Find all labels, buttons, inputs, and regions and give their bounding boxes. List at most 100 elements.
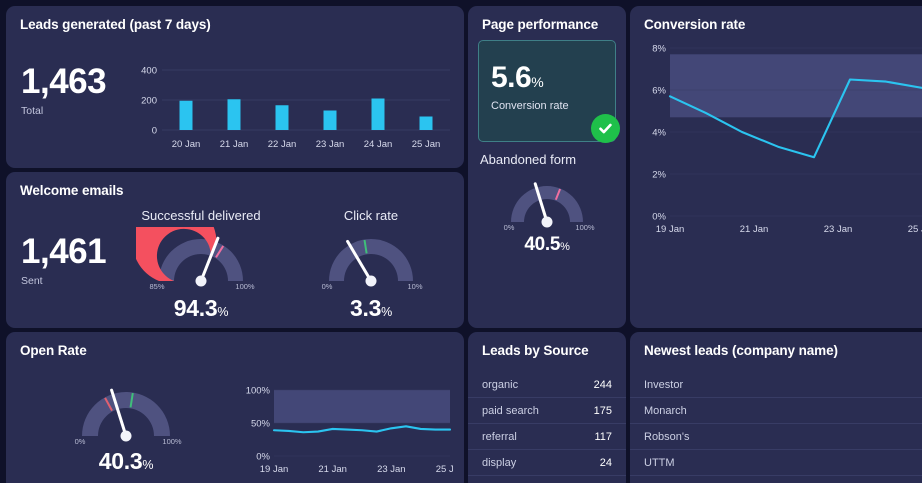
- source-name: organic: [482, 378, 519, 391]
- source-name: referral: [482, 430, 517, 443]
- svg-text:100%: 100%: [246, 386, 271, 397]
- source-count: 244: [593, 378, 612, 391]
- company-name: Robson's: [644, 430, 690, 443]
- source-count: 175: [593, 404, 612, 417]
- svg-text:6%: 6%: [652, 86, 666, 97]
- gauge-successful-delivered-value: 94.3%: [173, 295, 229, 321]
- gauge-successful-delivered: Successful delivered 85% 100% 94.3%: [136, 208, 266, 322]
- company-name: Monarch: [644, 404, 687, 417]
- table-row[interactable]: paid search 175: [468, 398, 626, 424]
- list-item[interactable]: Reuters: [630, 476, 922, 483]
- svg-text:8%: 8%: [652, 44, 666, 55]
- table-row[interactable]: referral 117: [468, 424, 626, 450]
- svg-text:100%: 100%: [162, 437, 182, 446]
- svg-text:0: 0: [152, 126, 157, 137]
- list-item[interactable]: Monarch: [630, 398, 922, 424]
- open-rate-line-chart: 0% 50% 100% 19 Jan 21 Jan 23 Jan 25 Jan: [246, 386, 453, 476]
- source-name: display: [482, 456, 517, 469]
- table-row[interactable]: direct6: [468, 476, 626, 483]
- list-item[interactable]: Investor: [630, 372, 922, 398]
- conversion-rate-line-chart: 0% 2% 4% 6% 8% 19 Jan 21 Jan 23 Jan 25 Jan: [652, 44, 922, 235]
- svg-text:400: 400: [141, 66, 157, 77]
- svg-text:10%: 10%: [407, 282, 422, 291]
- conversion-rate-card: Conversion rate 0% 2% 4% 6% 8% 19 Jan 21 Jan 23…: [630, 6, 922, 328]
- svg-text:0%: 0%: [504, 223, 515, 232]
- gauge-open-rate-value: 40.3%: [98, 448, 154, 474]
- leads-total-value: 1,463: [21, 62, 107, 101]
- svg-text:100%: 100%: [575, 223, 595, 232]
- open-rate-title: Open Rate: [20, 343, 87, 358]
- conversion-rate-chart-title: Conversion rate: [644, 17, 746, 32]
- svg-text:22 Jan: 22 Jan: [268, 139, 297, 150]
- svg-text:25 Jan: 25 Jan: [908, 224, 922, 235]
- welcome-emails-title: Welcome emails: [20, 183, 124, 198]
- svg-text:0%: 0%: [652, 212, 666, 223]
- gauge-click-rate-value: 3.3%: [350, 295, 392, 321]
- list-item[interactable]: UTTM: [630, 450, 922, 476]
- svg-text:24 Jan: 24 Jan: [364, 139, 393, 150]
- leads-generated-title: Leads generated (past 7 days): [20, 17, 211, 32]
- check-icon-glyph: [599, 123, 612, 134]
- gauge-abandoned-form: 0% 100% 40.5%: [490, 174, 604, 256]
- svg-text:4%: 4%: [652, 128, 666, 139]
- svg-text:20 Jan: 20 Jan: [172, 139, 201, 150]
- svg-text:21 Jan: 21 Jan: [740, 224, 769, 235]
- welcome-emails-card: Welcome emails 1,461 Sent Successful del…: [6, 172, 464, 328]
- newest-leads-list: InvestorMonarchRobson'sUTTMReutersMoonpi…: [630, 372, 922, 483]
- newest-leads-card: Newest leads (company name) Investor Mona…: [630, 332, 922, 483]
- leads-by-source-card: Leads by Source organic 244 paid search 175…: [468, 332, 626, 483]
- svg-text:2%: 2%: [652, 170, 666, 181]
- svg-text:25 Jan: 25 Jan: [412, 139, 441, 150]
- conversion-rate-kpi-value: 5.6%: [491, 61, 544, 94]
- svg-text:200: 200: [141, 96, 157, 107]
- leads-total-stat: 1,463 Total: [21, 62, 107, 117]
- gauge-open-rate: 0% 100% 40.3%: [61, 380, 191, 475]
- gauge-click-rate-title: Click rate: [343, 208, 399, 223]
- leads-by-source-list: organic 244 paid search 175 referral 117 displ…: [468, 372, 626, 483]
- welcome-sent-value: 1,461: [21, 232, 107, 271]
- svg-text:21 Jan: 21 Jan: [220, 139, 249, 150]
- svg-text:23 Jan: 23 Jan: [377, 464, 406, 475]
- gauge-successful-delivered-dial: 85% 100%: [136, 227, 255, 291]
- svg-text:100%: 100%: [235, 282, 255, 291]
- source-count: 24: [599, 456, 612, 469]
- welcome-sent-label: Sent: [21, 275, 43, 287]
- svg-text:23 Jan: 23 Jan: [824, 224, 853, 235]
- company-name: UTTM: [644, 456, 675, 469]
- gauge-click-rate-dial: 0% 10%: [322, 239, 423, 291]
- conversion-rate-kpi-label: Conversion rate: [491, 100, 569, 112]
- leads-total-label: Total: [21, 105, 44, 117]
- open-rate-card: Open Rate 0% 100% 40.3% 0% 50% 100% 19 Jan 21…: [6, 332, 464, 483]
- welcome-sent-stat: 1,461 Sent: [21, 232, 107, 287]
- check-circle-icon: [591, 114, 620, 143]
- svg-text:85%: 85%: [149, 282, 164, 291]
- abandoned-form-title: Abandoned form: [480, 152, 577, 167]
- svg-text:25 Jan: 25 Jan: [436, 464, 453, 475]
- gauge-successful-delivered-title: Successful delivered: [141, 208, 261, 223]
- svg-text:0%: 0%: [322, 282, 333, 291]
- svg-text:0%: 0%: [75, 437, 86, 446]
- svg-text:0%: 0%: [256, 452, 270, 463]
- svg-text:21 Jan: 21 Jan: [318, 464, 347, 475]
- gauge-abandoned-form-dial: 0% 100%: [504, 182, 595, 232]
- gauge-abandoned-form-value: 40.5%: [524, 234, 570, 255]
- svg-text:19 Jan: 19 Jan: [656, 224, 685, 235]
- source-count: 117: [594, 430, 612, 443]
- table-row[interactable]: display 24: [468, 450, 626, 476]
- svg-text:23 Jan: 23 Jan: [316, 139, 345, 150]
- list-item[interactable]: Robson's: [630, 424, 922, 450]
- leads-bar-chart: 0 200 400 20 Jan 21 Jan 22 Jan 23 Jan 24 Jan 25 …: [141, 66, 450, 150]
- leads-by-source-title: Leads by Source: [482, 343, 589, 358]
- page-performance-card: Page performance 5.6% Conversion rate Ab…: [468, 6, 626, 328]
- svg-text:50%: 50%: [251, 419, 271, 430]
- company-name: Investor: [644, 378, 684, 391]
- source-name: paid search: [482, 404, 539, 417]
- newest-leads-title: Newest leads (company name): [644, 343, 838, 358]
- leads-generated-card: Leads generated (past 7 days) 1,463 Tota…: [6, 6, 464, 168]
- gauge-open-rate-dial: 0% 100%: [75, 388, 182, 446]
- gauge-click-rate: Click rate 0% 10% 3.3%: [306, 208, 436, 322]
- svg-text:19 Jan: 19 Jan: [260, 464, 289, 475]
- table-row[interactable]: organic 244: [468, 372, 626, 398]
- page-performance-title: Page performance: [482, 17, 599, 32]
